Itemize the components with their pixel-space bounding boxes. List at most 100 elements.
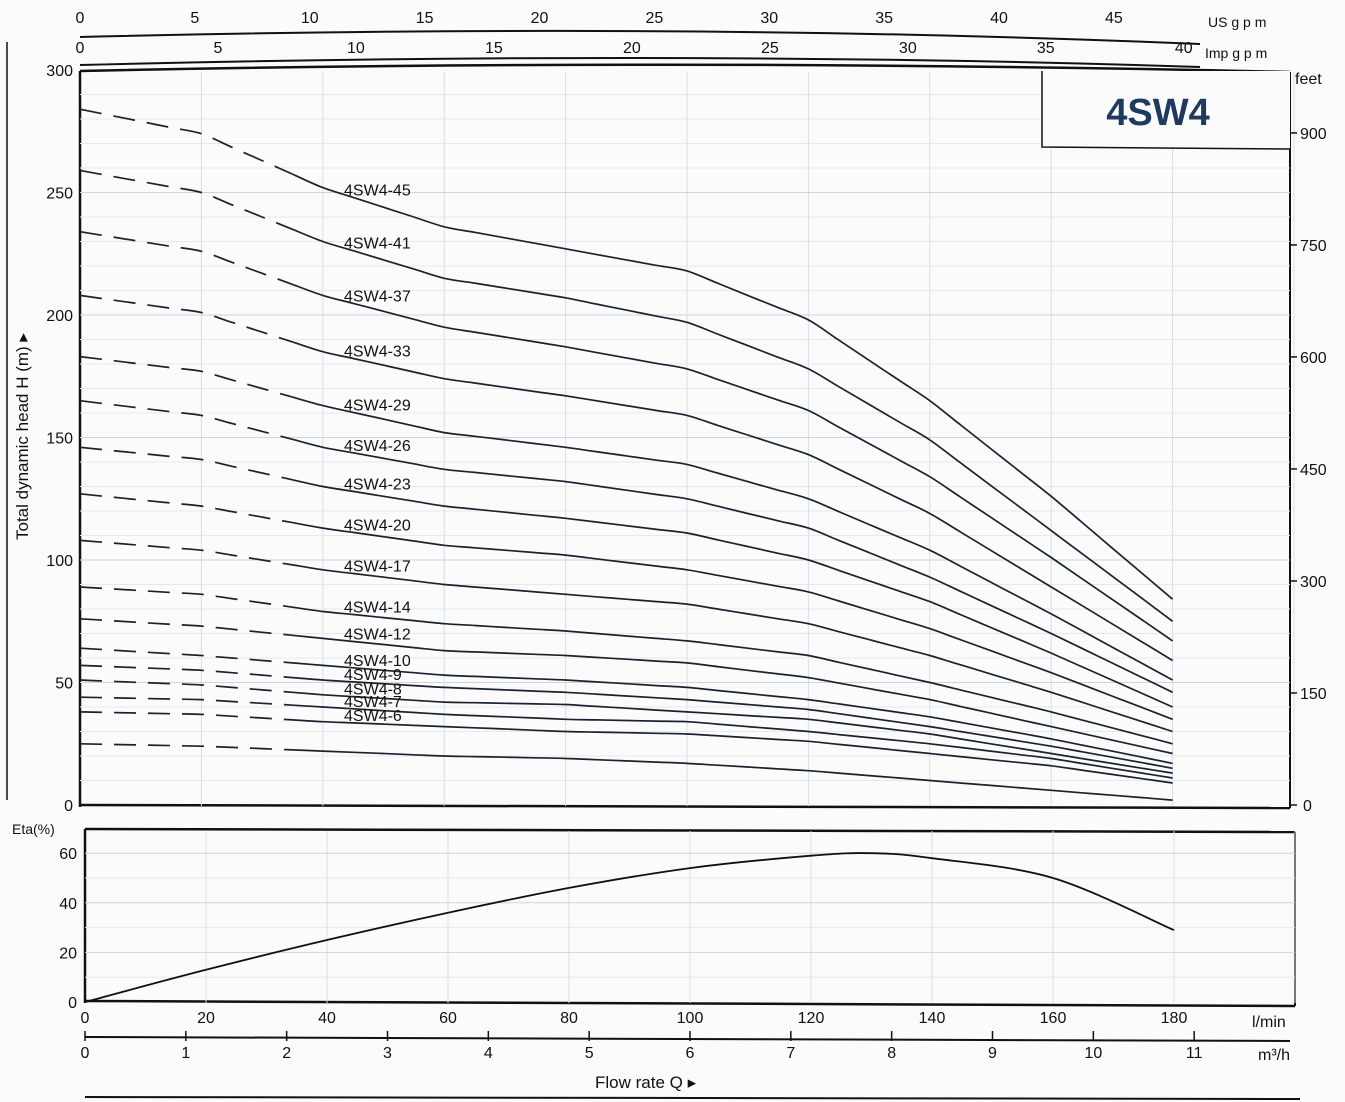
head-curve	[292, 606, 1173, 745]
imp-gpm-tick-label: 20	[623, 40, 641, 57]
us-gpm-tick-label: 40	[990, 10, 1008, 27]
feet-tick-label: 300	[1300, 574, 1327, 591]
imp-gpm-axis	[79, 56, 1201, 68]
head-curve-label: 4SW4-14	[344, 600, 411, 617]
eta-y-tick-label: 40	[59, 896, 77, 913]
m3h-tick-label: 3	[383, 1045, 392, 1062]
x-axis-title: Flow rate Q ▸	[595, 1073, 697, 1092]
head-plot-frame	[78, 63, 1291, 810]
us-gpm-axis	[79, 29, 1201, 45]
m3h-tick-label: 9	[988, 1045, 997, 1062]
head-curve-dashed	[79, 446, 293, 481]
head-curve	[292, 521, 1173, 721]
m3h-axis	[84, 1036, 1291, 1042]
head-y-tick-label: 150	[46, 431, 73, 448]
head-curve-label: 4SW4-29	[344, 397, 411, 414]
us-gpm-ticks: 0 5 10 15 20 25 30 35 40 45	[76, 10, 1123, 27]
head-curve-label: 4SW4-9	[344, 667, 402, 684]
head-y-tick-label: 250	[46, 186, 73, 203]
head-curve-dashed	[79, 539, 293, 566]
lmin-tick-label: 100	[677, 1010, 704, 1027]
us-gpm-tick-label: 30	[760, 10, 778, 27]
head-curve	[292, 634, 1173, 755]
lmin-tick-label: 120	[798, 1010, 825, 1027]
head-curve	[292, 478, 1173, 708]
head-curve-dashed	[79, 169, 293, 231]
head-curve-label: 4SW4-17	[344, 558, 411, 575]
m3h-tick-label: 6	[686, 1045, 695, 1062]
imp-gpm-tick-label: 25	[761, 40, 779, 57]
head-curve	[292, 228, 1174, 622]
imp-gpm-tick-label: 30	[899, 40, 917, 57]
model-label: 4SW4	[1106, 92, 1209, 134]
head-curves	[79, 108, 1174, 801]
m3h-tick-label: 4	[484, 1045, 493, 1062]
us-gpm-tick-label: 5	[190, 10, 199, 27]
head-curve-label: 4SW4-7	[344, 694, 402, 711]
head-curve	[292, 283, 1174, 642]
head-curve-dashed	[79, 711, 293, 721]
m3h-tick-label: 0	[81, 1045, 90, 1062]
us-gpm-tick-label: 0	[76, 10, 85, 27]
eta-curve	[84, 852, 1175, 1003]
feet-tick-label: 900	[1300, 126, 1327, 143]
m3h-tick-label: 7	[786, 1045, 795, 1062]
eta-y-tick-label: 0	[68, 995, 77, 1012]
feet-tick-label: 600	[1300, 350, 1327, 367]
head-y-tick-label: 50	[55, 676, 73, 693]
lmin-tick-label: 0	[81, 1010, 90, 1027]
head-curve-label: 4SW4-26	[344, 438, 411, 455]
lmin-tick-label: 140	[919, 1010, 946, 1027]
head-curve-label: 4SW4-33	[344, 343, 411, 360]
head-curve-label: 4SW4-6	[344, 708, 402, 725]
head-curve	[292, 749, 1173, 801]
head-y-ticks: 0 50 100 150 200 250 300	[46, 63, 73, 815]
head-curve-label: 4SW4-45	[344, 182, 411, 199]
eta-y-tick-label: 20	[59, 945, 77, 962]
head-curve-dashed	[79, 108, 293, 175]
head-curve	[292, 173, 1174, 600]
m3h-ticks: 0 1 2 3 4 5 6 7 8 9 10 11	[81, 1031, 1203, 1062]
us-gpm-tick-label: 15	[416, 10, 434, 27]
imp-gpm-tick-label: 15	[485, 40, 503, 57]
head-curve	[292, 662, 1173, 765]
head-curve-label: 4SW4-20	[344, 517, 411, 534]
us-gpm-tick-label: 20	[531, 10, 549, 27]
imp-gpm-tick-label: 5	[214, 40, 223, 57]
head-curve-label: 4SW4-41	[344, 236, 411, 253]
lmin-tick-label: 40	[318, 1010, 336, 1027]
eta-curve-line	[84, 852, 1175, 1003]
head-curve-dashed	[79, 294, 293, 343]
imp-gpm-tick-label: 0	[76, 40, 85, 57]
head-curve	[292, 438, 1173, 694]
us-gpm-tick-label: 10	[301, 10, 319, 27]
lmin-tick-label: 20	[197, 1010, 215, 1027]
lmin-tick-label: 180	[1161, 1010, 1188, 1027]
us-gpm-tick-label: 45	[1105, 10, 1123, 27]
m3h-tick-label: 8	[887, 1045, 896, 1062]
m3h-tick-label: 1	[181, 1045, 190, 1062]
head-curve-dashed	[79, 617, 293, 637]
us-gpm-tick-label: 25	[645, 10, 663, 27]
lmin-unit: l/min	[1252, 1014, 1286, 1031]
head-curve	[292, 341, 1174, 662]
head-curve	[292, 564, 1173, 733]
lmin-tick-label: 160	[1040, 1010, 1067, 1027]
head-curve	[292, 719, 1173, 784]
m3h-tick-label: 5	[585, 1045, 594, 1062]
m3h-tick-label: 10	[1084, 1045, 1102, 1062]
feet-tick-label: 150	[1300, 686, 1327, 703]
feet-unit: feet	[1295, 71, 1322, 88]
us-gpm-unit: US g p m	[1208, 14, 1266, 30]
head-y-tick-label: 100	[46, 553, 73, 570]
head-curve-label: 4SW4-37	[344, 288, 411, 305]
head-curve-label: 4SW4-23	[344, 476, 411, 493]
head-curve	[292, 676, 1173, 770]
eta-grid	[85, 831, 1296, 1003]
imp-gpm-tick-label: 35	[1037, 40, 1055, 57]
head-curve-dashed	[79, 586, 293, 609]
eta-y-ticks: 0 20 40 60	[59, 846, 77, 1012]
us-gpm-tick-label: 35	[875, 10, 893, 27]
head-curve	[292, 396, 1173, 681]
